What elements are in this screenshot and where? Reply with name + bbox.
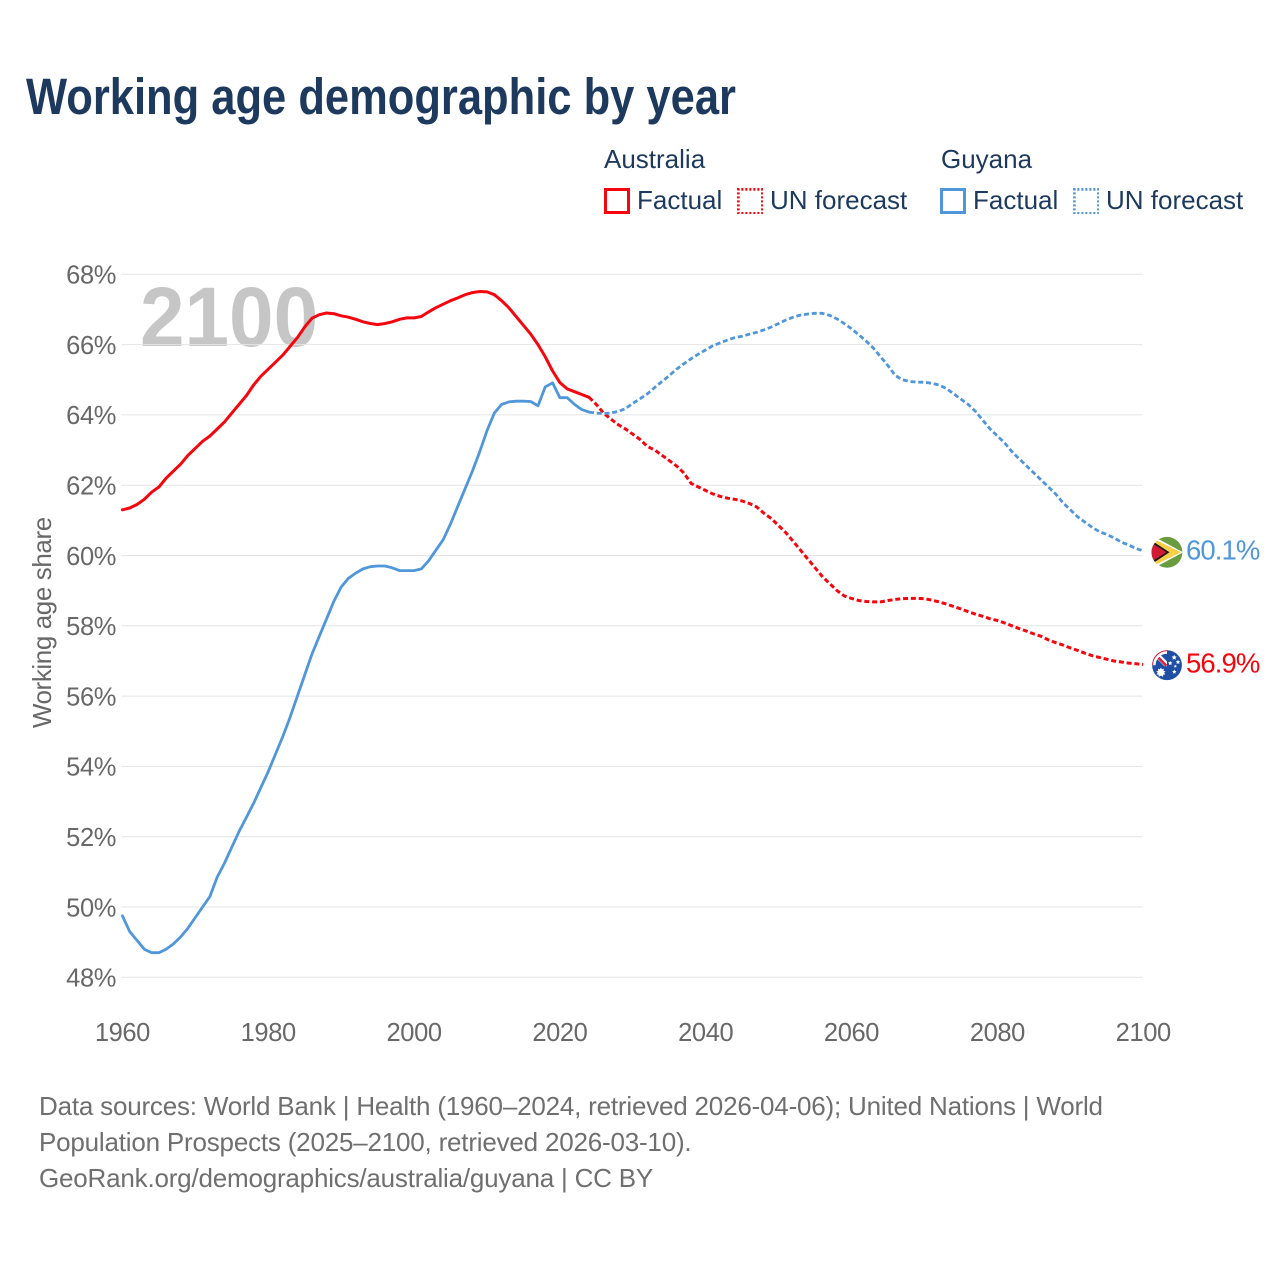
svg-text:2080: 2080: [970, 1019, 1025, 1047]
svg-text:2000: 2000: [387, 1019, 442, 1047]
svg-text:48%: 48%: [66, 965, 116, 993]
svg-text:50%: 50%: [66, 894, 116, 922]
svg-text:1980: 1980: [241, 1019, 296, 1047]
svg-text:60%: 60%: [66, 543, 116, 571]
svg-text:2060: 2060: [824, 1019, 879, 1047]
svg-text:62%: 62%: [66, 473, 116, 501]
svg-text:2040: 2040: [678, 1019, 733, 1047]
svg-text:66%: 66%: [66, 332, 116, 360]
svg-text:52%: 52%: [66, 824, 116, 852]
svg-text:1960: 1960: [95, 1019, 150, 1047]
svg-text:58%: 58%: [66, 613, 116, 641]
svg-text:Working age share: Working age share: [27, 517, 57, 728]
svg-text:64%: 64%: [66, 402, 116, 430]
svg-text:2100: 2100: [1116, 1019, 1171, 1047]
svg-text:2020: 2020: [532, 1019, 587, 1047]
svg-text:54%: 54%: [66, 754, 116, 782]
svg-text:60.1%: 60.1%: [1186, 535, 1260, 566]
svg-text:68%: 68%: [66, 262, 116, 290]
svg-text:56.9%: 56.9%: [1186, 648, 1260, 679]
svg-text:56%: 56%: [66, 683, 116, 711]
